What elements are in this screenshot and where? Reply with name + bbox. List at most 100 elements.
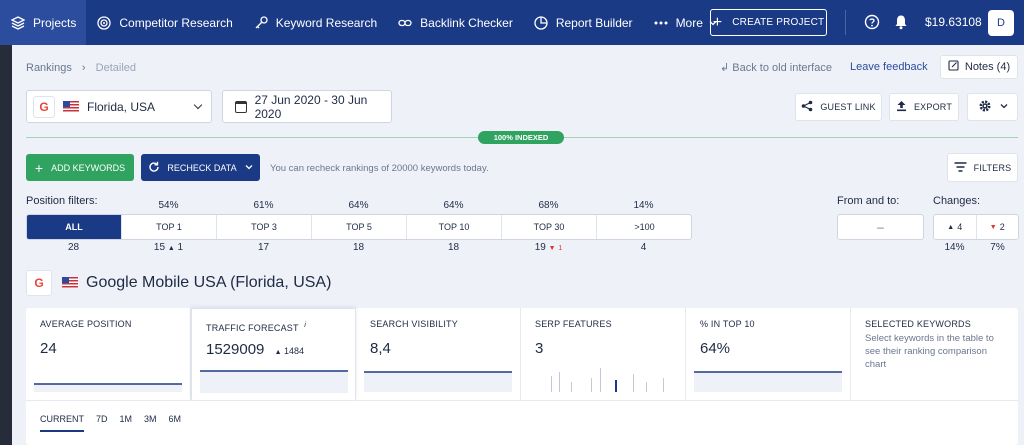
- nav-keyword-research[interactable]: Keyword Research: [243, 0, 387, 45]
- period-1m[interactable]: 1M: [119, 414, 133, 424]
- plus-icon: +: [34, 159, 44, 176]
- filter-delta-top1: 1: [177, 242, 184, 253]
- metric-label: % IN TOP 10: [700, 319, 755, 329]
- filter-icon: [954, 161, 967, 174]
- position-filters-label: Position filters:: [26, 195, 98, 207]
- chevron-down-icon: [193, 100, 203, 110]
- location-select[interactable]: G Florida, USA: [26, 90, 212, 123]
- metric-label: SERP FEATURES: [535, 319, 612, 329]
- refresh-icon: [148, 161, 160, 175]
- period-current[interactable]: CURRENT: [40, 414, 84, 432]
- nav-report-builder[interactable]: Report Builder: [523, 0, 643, 45]
- filters-button[interactable]: FILTERS: [947, 153, 1018, 182]
- metric-value: 64%: [700, 340, 731, 357]
- nav-report-label: Report Builder: [555, 15, 633, 30]
- help-icon[interactable]: [864, 14, 880, 33]
- notes-button[interactable]: Notes (4): [940, 55, 1018, 79]
- nav-projects[interactable]: Projects: [0, 0, 87, 45]
- guest-link-button[interactable]: GUEST LINK: [795, 93, 882, 121]
- changes-down-button[interactable]: ▼ 2: [977, 215, 1019, 239]
- calendar-icon: [235, 100, 247, 113]
- info-icon[interactable]: i: [304, 320, 307, 329]
- back-link-label: Back to old interface: [732, 62, 832, 74]
- percent-top10-sparkline: [694, 371, 842, 392]
- period-tabs: CURRENT 7D 1M 3M 6M: [40, 414, 181, 432]
- filter-over100[interactable]: >100: [634, 222, 655, 232]
- return-arrow-icon: ↲: [720, 62, 733, 74]
- export-button[interactable]: EXPORT: [889, 93, 959, 121]
- nav-keyword-label: Keyword Research: [275, 15, 378, 30]
- arrow-down-icon: ▼: [548, 245, 556, 252]
- share-icon: [801, 100, 813, 114]
- metric-average-position[interactable]: AVERAGE POSITION 24: [26, 308, 191, 400]
- arrow-up-icon: ▲: [274, 349, 282, 356]
- metric-search-visibility[interactable]: SEARCH VISIBILITY 8,4: [356, 308, 521, 400]
- account-balance[interactable]: $19.63108: [925, 15, 982, 29]
- traffic-forecast-sparkline: [200, 370, 348, 393]
- from-to-filter[interactable]: –: [837, 214, 924, 240]
- breadcrumb-detailed: Detailed: [95, 62, 137, 74]
- breadcrumb-rankings[interactable]: Rankings: [26, 62, 72, 74]
- key-icon: [253, 15, 269, 31]
- filters-label: FILTERS: [973, 162, 1012, 173]
- metric-label: SELECTED KEYWORDS: [865, 319, 971, 329]
- position-filter-tabs: ALL TOP 1 TOP 3 TOP 5 TOP 10 TOP 30 >100: [26, 214, 692, 240]
- metric-percent-top10[interactable]: % IN TOP 10 64%: [686, 308, 851, 400]
- filter-all[interactable]: ALL: [27, 215, 122, 239]
- date-range-picker[interactable]: 27 Jun 2020 - 30 Jun 2020: [222, 90, 392, 123]
- changes-up-button[interactable]: ▲ 4: [934, 215, 977, 239]
- chevron-down-icon: [245, 163, 253, 173]
- layers-icon: [10, 15, 26, 31]
- add-keywords-button[interactable]: + ADD KEYWORDS: [26, 154, 134, 181]
- filter-top30[interactable]: TOP 30: [502, 215, 597, 239]
- arrow-up-icon: ▲: [947, 223, 955, 231]
- us-flag-icon: [63, 101, 79, 112]
- metric-traffic-forecast[interactable]: TRAFFIC FORECAST i 1529009 ▲ 1484: [191, 308, 356, 400]
- arrow-up-icon: ▲: [167, 245, 175, 252]
- leave-feedback-link[interactable]: Leave feedback: [850, 61, 928, 73]
- changes-up-pct: 14%: [944, 242, 965, 253]
- create-project-button[interactable]: + CREATE PROJECT: [710, 9, 827, 36]
- metric-delta-wrap: ▲ 1484: [275, 346, 304, 356]
- recheck-note: You can recheck rankings of 20000 keywor…: [270, 163, 489, 174]
- nav-projects-label: Projects: [33, 15, 77, 30]
- period-6m[interactable]: 6M: [168, 414, 182, 424]
- filter-top5[interactable]: TOP 5: [312, 215, 407, 239]
- filter-pct-over100: 14%: [633, 200, 654, 211]
- filter-count-top1: 15: [153, 242, 166, 253]
- filter-pct-top3: 61%: [253, 200, 274, 211]
- filter-count-top5: 18: [352, 242, 365, 253]
- back-to-old-interface-link[interactable]: ↲ Back to old interface: [720, 61, 832, 74]
- filter-top10[interactable]: TOP 10: [407, 215, 502, 239]
- filter-top1[interactable]: TOP 1: [122, 215, 217, 239]
- filter-pct-top30: 68%: [538, 200, 559, 211]
- export-label: EXPORT: [913, 102, 953, 112]
- nav-competitor-research[interactable]: Competitor Research: [86, 0, 242, 45]
- us-flag-icon: [62, 277, 78, 288]
- recheck-data-button[interactable]: RECHECK DATA: [141, 154, 260, 181]
- target-icon: [96, 15, 112, 31]
- changes-down-pct: 7%: [990, 242, 1005, 253]
- period-7d[interactable]: 7D: [96, 414, 108, 424]
- left-edge-strip: [0, 45, 12, 445]
- changes-label: Changes:: [933, 195, 981, 207]
- notes-label: Notes (4): [964, 61, 1011, 73]
- metric-serp-features[interactable]: SERP FEATURES 3: [521, 308, 686, 400]
- recheck-label: RECHECK DATA: [167, 162, 237, 173]
- top-nav: Projects Competitor Research Keyword Res…: [0, 0, 1024, 45]
- filter-count-top3: 17: [257, 242, 270, 253]
- settings-button[interactable]: [967, 93, 1018, 121]
- nav-backlink-checker[interactable]: Backlink Checker: [387, 0, 523, 45]
- period-3m[interactable]: 3M: [144, 414, 157, 424]
- arrow-down-icon: ▼: [989, 223, 997, 231]
- google-icon: G: [33, 95, 55, 118]
- avatar[interactable]: D: [988, 10, 1014, 36]
- filter-count-top1-wrap: 15 ▲ 1: [121, 242, 216, 253]
- nav-more[interactable]: More: [643, 0, 727, 45]
- filter-pct-top5: 64%: [348, 200, 369, 211]
- filter-count-top30: 19: [534, 242, 546, 253]
- pie-chart-icon: [533, 15, 549, 31]
- changes-down-value: 2: [999, 222, 1005, 232]
- bell-icon[interactable]: [894, 14, 908, 33]
- filter-top3[interactable]: TOP 3: [217, 215, 312, 239]
